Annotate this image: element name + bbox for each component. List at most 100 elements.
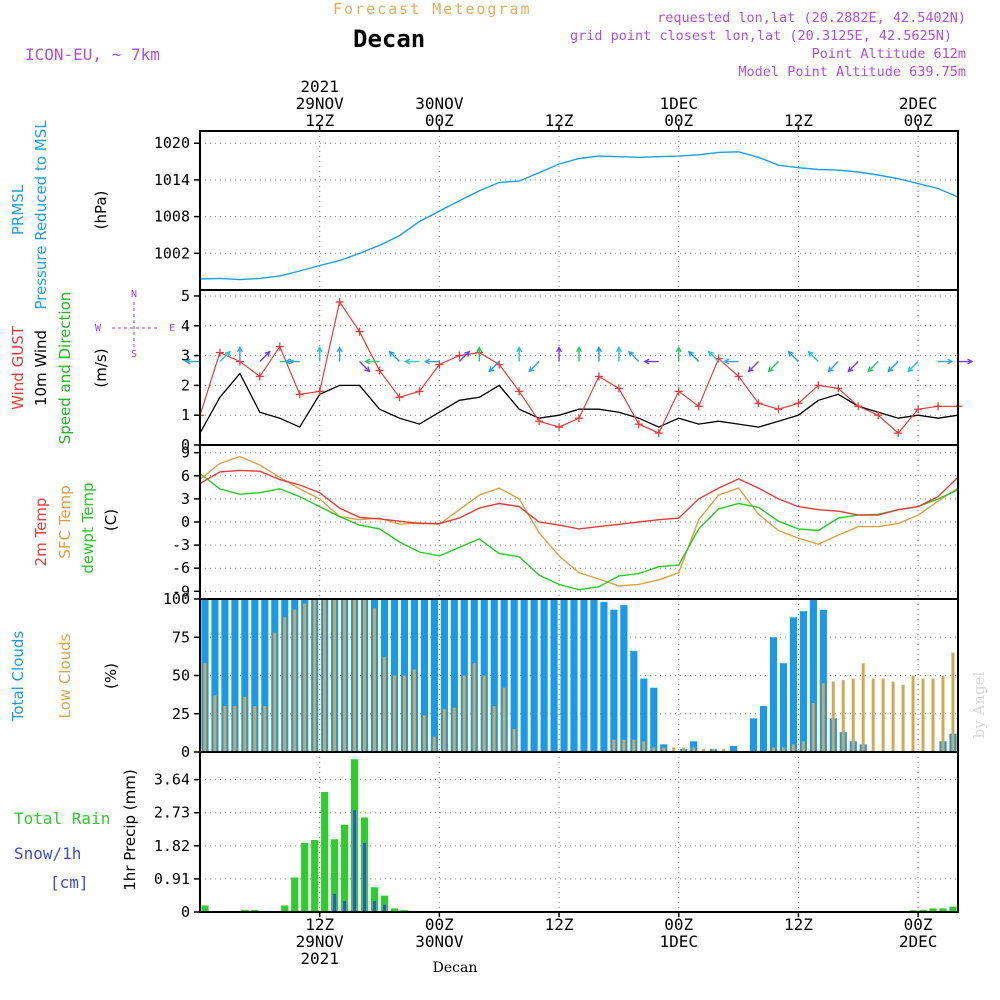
total-cloud-bar xyxy=(769,637,778,752)
total-cloud-bar xyxy=(590,599,598,752)
low-cloud-bar xyxy=(293,609,297,752)
total-cloud-bar xyxy=(430,599,438,752)
total-cloud-bar xyxy=(510,599,518,752)
bottom-axis-year: 2021 xyxy=(300,949,339,968)
total-cloud-bar xyxy=(540,599,548,752)
wind-arrow xyxy=(528,361,540,372)
low-cloud-bar xyxy=(901,684,905,752)
low-cloud-bar xyxy=(243,696,247,752)
low-cloud-bar xyxy=(263,706,267,752)
low-cloud-bar xyxy=(831,681,835,752)
wind-arrow-head xyxy=(516,346,523,353)
wind-arrow xyxy=(488,361,500,372)
wind-arrow-head xyxy=(847,366,854,373)
low-cloud-bar xyxy=(771,747,775,752)
wind-arrow xyxy=(847,361,859,372)
total-cloud-bar xyxy=(530,599,538,752)
precip-unit: 1hr Precip (mm) xyxy=(121,769,139,890)
snow-bar xyxy=(333,893,337,912)
bottom-axis-date: 1DEC xyxy=(659,932,698,951)
wind-arrow-head xyxy=(675,346,682,353)
total-cloud-bar xyxy=(440,599,448,752)
gust-line xyxy=(199,300,958,434)
low-cloud-bar xyxy=(253,706,257,752)
low-cloud-bar xyxy=(223,706,227,752)
low-cloud-bar xyxy=(233,706,237,752)
y-tick-label: -6 xyxy=(172,559,190,577)
y-tick-label: 25 xyxy=(172,705,190,723)
rain-bar xyxy=(301,842,309,912)
low-cloud-bar xyxy=(452,707,456,752)
low-cloud-bar xyxy=(951,652,955,752)
low-cloud-bar xyxy=(462,675,466,752)
total-cloud-bar xyxy=(520,599,528,752)
bottom-axis-hour: 12Z xyxy=(784,915,813,934)
low-cloud-bar xyxy=(482,675,486,752)
y-tick-label: 1014 xyxy=(154,171,190,189)
wind-arrow xyxy=(768,361,779,372)
total-cloud-bar xyxy=(570,599,578,752)
low-cloud-bar xyxy=(911,675,915,752)
top-axis-hour: 00Z xyxy=(664,111,693,130)
top-axis-hour: 12Z xyxy=(305,111,334,130)
low-cloud-bar xyxy=(722,748,726,752)
low-cloud-bar xyxy=(712,748,716,752)
low-cloud-bar xyxy=(632,739,636,752)
wind-arrow-head xyxy=(615,346,622,353)
total-cloud-bar xyxy=(490,599,498,752)
y-tick-label: 0 xyxy=(181,743,190,761)
total-cloud-bar xyxy=(580,599,588,752)
low-cloud-bar xyxy=(662,747,666,752)
low-cloud-bar xyxy=(941,675,945,752)
snow-unit-label: [cm] xyxy=(50,873,89,892)
wind-arrow-head xyxy=(827,366,834,373)
low-cloud-bar xyxy=(512,729,516,752)
low-cloud-bar xyxy=(323,599,327,752)
wind-unit: (m/s) xyxy=(92,348,110,387)
low-cloud-bar xyxy=(672,747,676,752)
wind-arrow xyxy=(748,361,760,372)
total-cloud-bar xyxy=(450,599,458,752)
total-cloud-bar xyxy=(789,617,798,752)
watermark: by Angel xyxy=(970,671,988,738)
low-cloud-bar xyxy=(821,683,825,752)
wind-arrow xyxy=(389,351,400,363)
wind-arrow xyxy=(458,351,470,363)
y-tick-label: 3.64 xyxy=(154,771,190,789)
pressure-label-2: Pressure Reduced to MSL xyxy=(32,120,50,310)
rain-bar xyxy=(341,824,349,912)
bottom-axis-hour: 12Z xyxy=(545,915,574,934)
pressure-label: PRMSL xyxy=(9,184,27,235)
total-cloud-bar xyxy=(261,599,269,752)
total-cloud-bar xyxy=(799,611,807,752)
low-cloud-bar xyxy=(343,599,347,752)
gust-label: Wind GUST xyxy=(9,325,27,410)
y-tick-label: 0 xyxy=(181,436,190,454)
panel-frame-temperature xyxy=(199,444,959,600)
low-cloud-bar xyxy=(392,675,396,752)
wind-arrow-head xyxy=(575,346,583,353)
low-cloud-bar xyxy=(652,747,656,752)
wind-arrow-head xyxy=(284,358,291,365)
bottom-axis-hour: 12Z xyxy=(305,915,334,934)
wind-arrow-head xyxy=(364,366,371,373)
low-cloud-bar xyxy=(931,678,935,752)
y-tick-label: 2.73 xyxy=(154,804,190,822)
wind-arrow-head xyxy=(723,358,730,365)
top-axis-hour: 12Z xyxy=(545,111,574,130)
rain-bar xyxy=(390,908,399,912)
top-axis-date: 29NOV xyxy=(296,94,345,113)
rain-bar xyxy=(201,905,209,912)
wind-arrow xyxy=(907,361,919,372)
wind-arrow-head xyxy=(687,350,694,357)
total-cloud-bar xyxy=(610,609,618,752)
page-title: Decan xyxy=(353,25,426,53)
wind-arrow-head xyxy=(628,350,635,357)
sfc-temp-label: SFC Temp xyxy=(56,485,74,558)
y-tick-label: 5 xyxy=(181,287,190,305)
wind-arrow-head xyxy=(388,350,395,357)
total-cloud-bar xyxy=(819,609,827,752)
low-cloud-bar xyxy=(283,617,287,752)
wind-arrow-head xyxy=(403,358,411,365)
